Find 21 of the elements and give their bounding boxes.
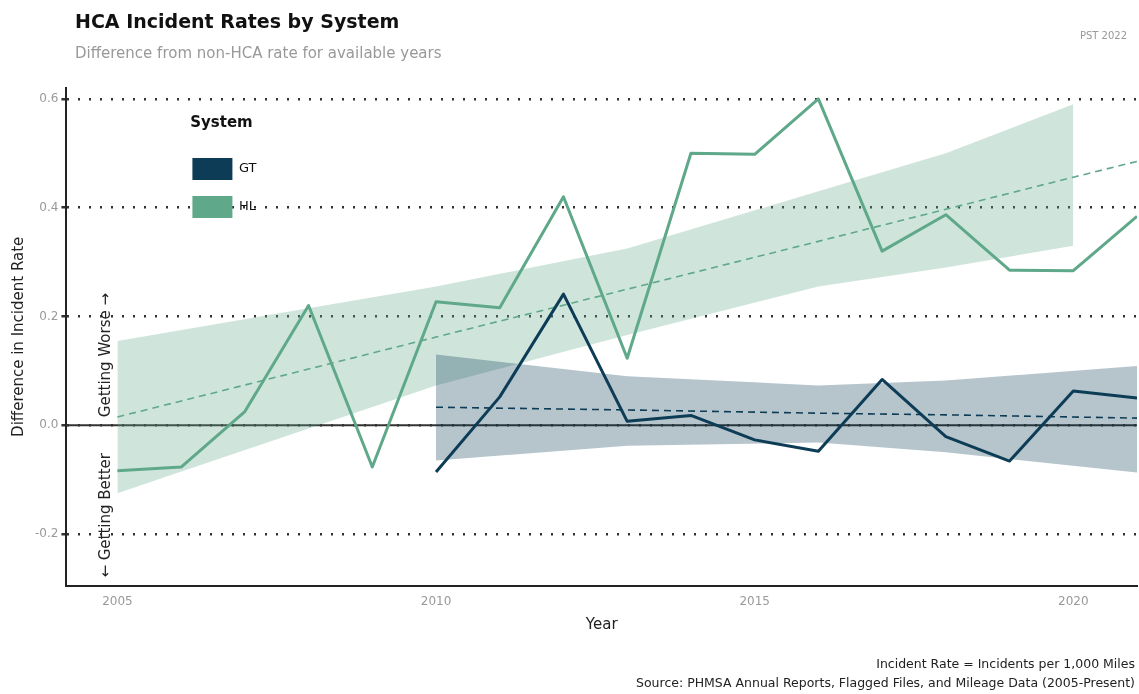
legend-title: System <box>190 113 253 132</box>
x-tick-label: 2005 <box>102 593 133 608</box>
text: PST 2022 <box>1079 30 1127 41</box>
y-tick-label: 0.0 <box>39 417 59 432</box>
chart-subtitle: Difference from non-HCA rate for available years <box>75 44 442 62</box>
y-axis-title: Difference in Incident Rate <box>8 236 27 437</box>
annotation: ← Getting Better <box>96 452 115 578</box>
text: Incident Rate = Incidents per 1,000 Miles <box>876 656 1135 671</box>
x-tick-label: 2015 <box>739 593 770 608</box>
x-tick-label: 2020 <box>1058 593 1089 608</box>
y-tick-label: 0.4 <box>39 199 59 214</box>
annotation: Getting Worse → <box>96 292 115 418</box>
chart-title: HCA Incident Rates by System <box>75 10 400 32</box>
y-tick-label: 0.6 <box>39 91 59 105</box>
y-tick-label: 0.2 <box>39 308 59 323</box>
source-note: Source: PHMSA Annual Reports, Flagged Files, and Mileage Data (2005-Present) <box>636 675 1135 690</box>
y-tick-label: -0.2 <box>34 526 59 541</box>
legend-label: HL <box>238 198 257 214</box>
legend-label: GT <box>238 160 257 176</box>
x-tick-label: 2010 <box>420 593 452 608</box>
x-axis-title: Year <box>584 614 619 633</box>
